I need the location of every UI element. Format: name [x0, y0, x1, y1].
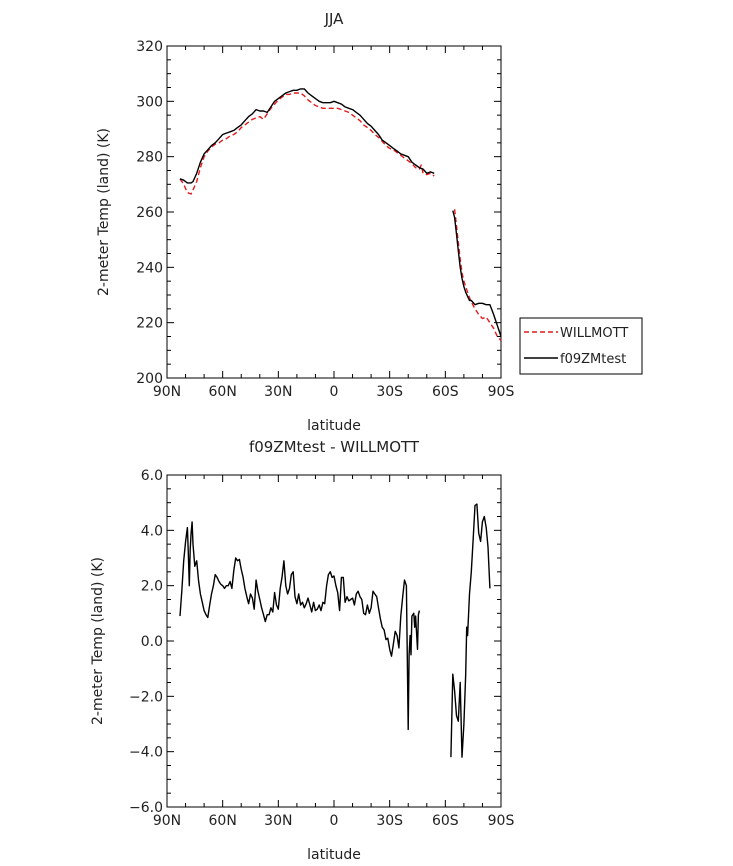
- top-x-tick-label: 90S: [488, 384, 515, 400]
- top-line-willmott-segment-0: [179, 92, 435, 195]
- bottom-x-tick-label: 30S: [376, 813, 403, 829]
- bottom-y-tick-label: 6.0: [141, 468, 163, 484]
- bottom-x-axis-label: latitude: [307, 847, 361, 863]
- top-y-axis: 200 220 240 260 280 300 320: [136, 39, 501, 387]
- bottom-x-axis: 90N 60N 30N 0 30S 60S 90S: [153, 475, 515, 829]
- top-x-tick-label: 90N: [153, 384, 181, 400]
- bottom-y-axis-label: 2-meter Temp (land) (K): [90, 557, 106, 725]
- top-series-lines: [179, 88, 502, 342]
- top-y-tick-label: 320: [136, 39, 163, 55]
- bottom-x-tick-label: 0: [330, 813, 339, 829]
- top-x-tick-label: 30S: [376, 384, 403, 400]
- top-y-tick-label: 260: [136, 205, 163, 221]
- top-y-tick-label: 240: [136, 260, 163, 276]
- bottom-line-series-0-segment-0: [179, 521, 421, 731]
- top-y-tick-label: 200: [136, 371, 163, 387]
- top-x-tick-label: 60N: [209, 384, 237, 400]
- bottom-y-tick-label: 2.0: [141, 579, 163, 595]
- bottom-chart-title: f09ZMtest - WILLMOTT: [249, 438, 420, 456]
- top-x-axis-label: latitude: [307, 418, 361, 434]
- top-line-f09zmtest-segment-1: [452, 210, 502, 337]
- top-y-tick-label: 220: [136, 316, 163, 332]
- bottom-x-tick-label: 30N: [264, 813, 292, 829]
- bottom-series-lines: [179, 503, 491, 758]
- legend-label-willmott: WILLMOTT: [560, 326, 628, 341]
- top-line-f09zmtest-segment-0: [179, 88, 435, 184]
- legend: WILLMOTT f09ZMtest: [519, 317, 643, 375]
- top-x-axis: 90N 60N 30N 0 30S 60S 90S: [153, 46, 515, 400]
- panel-top: JJA 200 220 240 260 280 300 320 90N 60N 30N 0 30S 6…: [96, 10, 643, 434]
- bottom-y-axis: −6.0 −4.0 −2.0 0.0 2.0 4.0 6.0: [129, 468, 501, 816]
- bottom-y-tick-label: 0.0: [141, 634, 163, 650]
- bottom-y-tick-label: −4.0: [129, 745, 163, 761]
- bottom-x-tick-label: 60N: [209, 813, 237, 829]
- top-y-tick-label: 300: [136, 94, 163, 110]
- top-y-axis-label: 2-meter Temp (land) (K): [96, 128, 112, 296]
- top-plot-frame: [166, 45, 502, 379]
- legend-box: [519, 317, 643, 375]
- bottom-y-tick-label: −2.0: [129, 689, 163, 705]
- top-x-tick-label: 0: [330, 384, 339, 400]
- top-x-tick-label: 30N: [264, 384, 292, 400]
- bottom-line-series-0-segment-1: [450, 503, 491, 758]
- legend-label-f09zmtest: f09ZMtest: [560, 352, 626, 367]
- bottom-y-tick-label: −6.0: [129, 800, 163, 816]
- bottom-x-tick-label: 90N: [153, 813, 181, 829]
- top-y-tick-label: 280: [136, 150, 163, 166]
- panel-bottom: f09ZMtest - WILLMOTT −6.0 −4.0 −2.0 0.0 2.0 4…: [90, 438, 514, 863]
- bottom-x-tick-label: 90S: [488, 813, 515, 829]
- bottom-y-tick-label: 4.0: [141, 523, 163, 539]
- top-chart-title: JJA: [324, 10, 345, 28]
- bottom-x-tick-label: 60S: [432, 813, 459, 829]
- top-x-tick-label: 60S: [432, 384, 459, 400]
